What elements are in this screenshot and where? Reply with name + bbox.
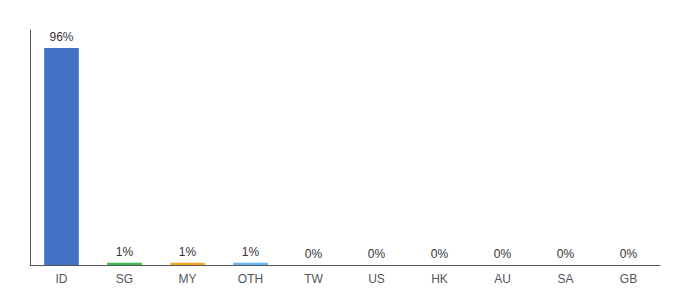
svg-text:OTH: OTH <box>238 272 263 286</box>
svg-text:MY: MY <box>179 272 197 286</box>
svg-text:0%: 0% <box>368 247 386 261</box>
svg-text:0%: 0% <box>620 247 638 261</box>
svg-text:ID: ID <box>56 272 68 286</box>
svg-text:HK: HK <box>431 272 448 286</box>
svg-text:AU: AU <box>494 272 511 286</box>
svg-text:0%: 0% <box>431 247 449 261</box>
svg-text:1%: 1% <box>179 245 197 259</box>
svg-text:0%: 0% <box>305 247 323 261</box>
svg-text:0%: 0% <box>494 247 512 261</box>
svg-text:0%: 0% <box>557 247 575 261</box>
svg-text:SA: SA <box>557 272 573 286</box>
svg-text:TW: TW <box>304 272 323 286</box>
svg-text:96%: 96% <box>49 30 73 44</box>
svg-text:US: US <box>368 272 385 286</box>
svg-text:SG: SG <box>116 272 133 286</box>
svg-text:1%: 1% <box>116 245 134 259</box>
svg-text:GB: GB <box>620 272 637 286</box>
svg-text:1%: 1% <box>242 245 260 259</box>
